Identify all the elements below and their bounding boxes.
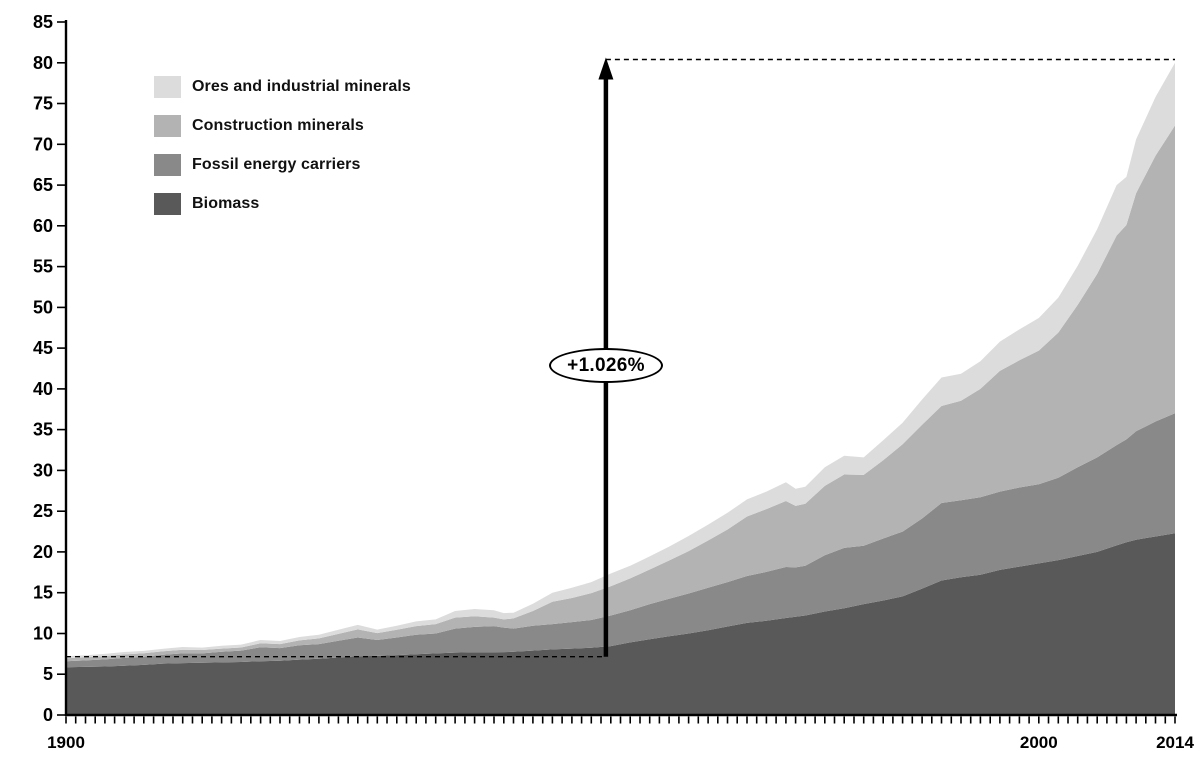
legend-label: Fossil energy carriers: [192, 156, 361, 173]
y-tick-label: 50: [33, 297, 53, 317]
y-tick-label: 35: [33, 420, 53, 440]
x-tick-label: 2014: [1156, 733, 1194, 752]
growth-arrow-head-icon: [598, 57, 614, 80]
area-fossil-energy-carriers: [66, 413, 1175, 668]
stacked-areas: [66, 62, 1175, 715]
legend-swatch-biomass-icon: [154, 193, 181, 215]
y-tick-label: 45: [33, 338, 53, 358]
x-tick-label: 1900: [47, 733, 85, 752]
y-tick-label: 70: [33, 134, 53, 154]
y-tick-label: 5: [43, 664, 53, 684]
legend-item: Construction minerals: [154, 115, 411, 137]
y-tick-label: 40: [33, 379, 53, 399]
y-tick-label: 60: [33, 216, 53, 236]
y-tick-label: 65: [33, 175, 53, 195]
y-tick-label: 20: [33, 542, 53, 562]
legend-item: Fossil energy carriers: [154, 154, 411, 176]
y-tick-label: 80: [33, 53, 53, 73]
y-tick-label: 15: [33, 583, 53, 603]
legend-label: Construction minerals: [192, 117, 364, 134]
x-axis-labels: 1900 2000 2014: [47, 733, 1194, 752]
area-biomass: [66, 533, 1175, 715]
y-axis-ticks: 0 5 10 15 20 25 30 35 40 45 50 55 60 65 70 75 80 85: [33, 12, 65, 725]
y-tick-label: 30: [33, 460, 53, 480]
legend: Ores and industrial minerals Constructio…: [154, 76, 411, 232]
y-tick-label: 25: [33, 501, 53, 521]
legend-swatch-ores-icon: [154, 76, 181, 98]
y-tick-label: 75: [33, 94, 53, 114]
legend-item: Ores and industrial minerals: [154, 76, 411, 98]
legend-label: Biomass: [192, 195, 260, 212]
legend-item: Biomass: [154, 193, 411, 215]
y-tick-label: 55: [33, 257, 53, 277]
legend-label: Ores and industrial minerals: [192, 78, 411, 95]
x-tick-label: 2000: [1020, 733, 1058, 752]
y-tick-label: 85: [33, 12, 53, 32]
legend-swatch-construction-icon: [154, 115, 181, 137]
area-construction-minerals: [66, 125, 1175, 662]
y-tick-label: 10: [33, 624, 53, 644]
y-tick-label: 0: [43, 705, 53, 725]
x-axis-ticks: [65, 716, 1176, 724]
growth-annotation-ellipse: +1.026%: [549, 348, 663, 383]
legend-swatch-fossil-icon: [154, 154, 181, 176]
